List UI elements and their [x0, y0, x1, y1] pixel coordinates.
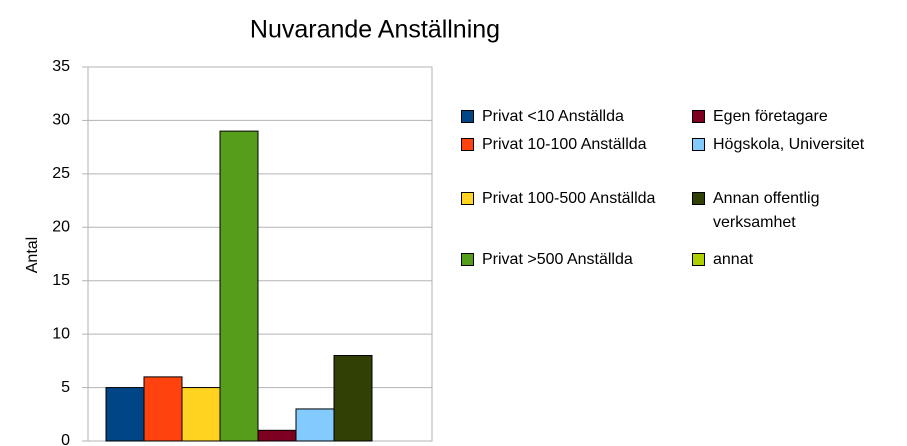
y-tick-label: 25 [52, 165, 70, 182]
y-tick-label: 15 [52, 272, 70, 289]
legend-item: Privat >500 Anställda [461, 248, 673, 272]
legend-label: Privat 100-500 Anställda [482, 190, 656, 207]
legend-item: annat [692, 248, 904, 272]
legend-item: Högskola, Universitet [692, 133, 904, 157]
bar [257, 429, 297, 442]
legend-label: Privat >500 Anställda [482, 251, 633, 268]
legend-item: Privat 10-100 Anställda [461, 133, 673, 157]
bar [295, 408, 335, 442]
bar [143, 376, 183, 442]
legend-swatch [692, 192, 705, 205]
y-tick-label: 20 [52, 219, 70, 236]
y-tick-label: 10 [52, 325, 70, 342]
bar [333, 355, 373, 442]
plot-border [87, 66, 433, 442]
bar [181, 387, 221, 442]
y-axis-label: Antal [24, 237, 41, 273]
bar [219, 130, 259, 442]
legend-item: Annan offentlig verksamhet [692, 187, 904, 235]
legend-swatch [461, 192, 474, 205]
y-tick-label: 5 [61, 379, 70, 396]
y-tick-label: 30 [52, 112, 70, 129]
legend-swatch [461, 138, 474, 151]
legend-label: Egen företagare [713, 108, 828, 125]
legend-swatch [692, 253, 705, 266]
legend-item: Egen företagare [692, 105, 904, 129]
legend-label: Annan offentlig verksamhet [713, 190, 820, 231]
legend-label: Högskola, Universitet [713, 136, 865, 153]
legend-swatch [692, 138, 705, 151]
bar [105, 387, 145, 442]
legend-label: annat [713, 251, 754, 268]
y-tick-label: 0 [61, 432, 70, 446]
legend-swatch [692, 110, 705, 123]
chart-title: Nuvarande Anställning [250, 16, 500, 44]
y-tick-label: 35 [52, 58, 70, 75]
legend-item: Privat 100-500 Anställda [461, 187, 673, 211]
legend-swatch [461, 253, 474, 266]
legend-swatch [461, 110, 474, 123]
legend-label: Privat 10-100 Anställda [482, 136, 647, 153]
legend-item: Privat <10 Anställda [461, 105, 673, 129]
legend-label: Privat <10 Anställda [482, 108, 624, 125]
